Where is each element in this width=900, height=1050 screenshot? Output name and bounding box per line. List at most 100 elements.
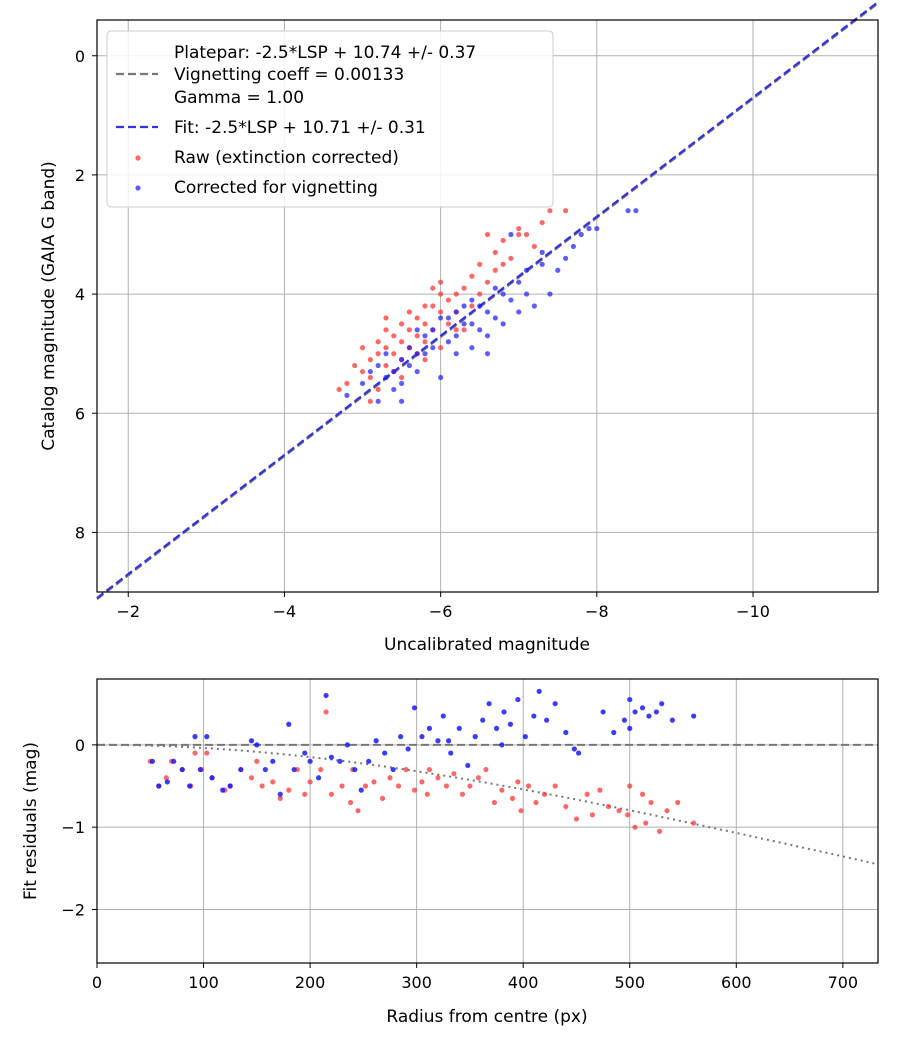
bottom-x-tick-label: 0 bbox=[92, 973, 102, 992]
corrected-point bbox=[500, 291, 506, 297]
raw-point bbox=[508, 255, 514, 261]
corrected-point bbox=[375, 362, 381, 369]
corrected-residual-point bbox=[507, 721, 514, 727]
corrected-point bbox=[578, 231, 584, 238]
corrected-residual-point bbox=[411, 705, 418, 711]
legend: Platepar: -2.5*LSP + 10.74 +/- 0.37 Vign… bbox=[106, 30, 554, 208]
corrected-point bbox=[398, 357, 405, 363]
bottom-points bbox=[147, 688, 697, 834]
corrected-residual-point bbox=[286, 721, 292, 727]
raw-residual-point bbox=[499, 787, 505, 793]
raw-residual-point bbox=[584, 791, 590, 797]
raw-residual-point bbox=[648, 799, 654, 806]
corrected-point bbox=[539, 249, 545, 255]
corrected-point bbox=[477, 303, 483, 309]
raw-residual-point bbox=[387, 775, 393, 781]
corrected-residual-point bbox=[344, 742, 350, 748]
raw-residual-point bbox=[643, 820, 649, 826]
corrected-point bbox=[383, 351, 389, 357]
corrected-residual-point bbox=[659, 701, 665, 707]
corrected-point bbox=[492, 285, 498, 291]
raw-point bbox=[414, 315, 420, 321]
top-y-axis-label: Catalog magnitude (GAIA G band) bbox=[39, 161, 59, 451]
vignetting-model-curve bbox=[97, 743, 876, 865]
corrected-residual-point bbox=[536, 688, 542, 694]
raw-residual-point bbox=[656, 828, 663, 834]
raw-residual-point bbox=[563, 803, 569, 810]
corrected-point bbox=[461, 321, 467, 327]
corrected-residual-point bbox=[563, 729, 569, 736]
corrected-residual-point bbox=[465, 762, 471, 769]
bottom-y-axis-label: Fit residuals (mag) bbox=[21, 742, 41, 900]
raw-residual-point bbox=[459, 791, 466, 797]
raw-point bbox=[516, 231, 522, 238]
raw-point bbox=[445, 297, 452, 303]
raw-point bbox=[461, 327, 467, 333]
corrected-point bbox=[563, 255, 569, 261]
corrected-point bbox=[469, 297, 475, 303]
corrected-point bbox=[555, 267, 561, 273]
corrected-point bbox=[500, 321, 506, 327]
raw-residual-point bbox=[552, 783, 558, 789]
raw-point bbox=[484, 231, 491, 238]
raw-point bbox=[438, 279, 444, 285]
corrected-residual-point bbox=[571, 746, 577, 752]
corrected-residual-point bbox=[204, 734, 210, 740]
corrected-residual-point bbox=[522, 734, 528, 740]
legend-gamma-label: Gamma = 1.00 bbox=[174, 88, 304, 108]
raw-point bbox=[469, 303, 475, 309]
bottom-axes-frame bbox=[96, 678, 879, 964]
raw-residual-point bbox=[424, 791, 430, 797]
corrected-residual-point bbox=[164, 779, 170, 785]
top-y-tick-label: 8 bbox=[75, 523, 85, 542]
corrected-residual-point bbox=[156, 783, 162, 789]
corrected-residual-point bbox=[192, 734, 198, 740]
bottom-x-tick-label: 500 bbox=[614, 973, 645, 992]
corrected-residual-point bbox=[254, 742, 260, 748]
raw-point bbox=[391, 351, 397, 357]
raw-point bbox=[438, 345, 444, 351]
raw-point bbox=[375, 386, 381, 393]
raw-point bbox=[445, 321, 452, 327]
bottom-x-tick-label: 400 bbox=[508, 973, 539, 992]
corrected-residual-point bbox=[352, 766, 358, 773]
corrected-point bbox=[516, 309, 522, 315]
raw-point bbox=[359, 345, 366, 351]
corrected-residual-point bbox=[646, 713, 652, 719]
raw-point bbox=[500, 237, 506, 244]
fit-line bbox=[96, 1, 879, 599]
corrected-point bbox=[477, 327, 483, 333]
raw-residual-point bbox=[451, 771, 457, 777]
corrected-point bbox=[445, 315, 452, 321]
raw-point bbox=[531, 243, 537, 250]
raw-point bbox=[422, 339, 428, 345]
raw-residual-point bbox=[163, 775, 169, 781]
raw-point bbox=[375, 351, 381, 357]
corrected-residual-point bbox=[515, 696, 521, 703]
corrected-residual-point bbox=[323, 692, 329, 699]
corrected-residual-point bbox=[337, 758, 343, 764]
raw-residual-point bbox=[426, 766, 433, 773]
corrected-point bbox=[586, 225, 592, 232]
raw-residual-point bbox=[589, 812, 596, 818]
corrected-residual-point bbox=[227, 783, 233, 789]
corrected-point bbox=[406, 345, 412, 351]
corrected-point bbox=[523, 267, 530, 273]
corrected-point bbox=[414, 327, 420, 333]
raw-point bbox=[516, 225, 522, 232]
raw-residual-point bbox=[597, 787, 603, 793]
raw-residual-point bbox=[691, 820, 697, 826]
top-x-tick-label: −4 bbox=[273, 602, 297, 621]
corrected-residual-point bbox=[472, 734, 478, 740]
corrected-residual-point bbox=[480, 717, 486, 723]
raw-point bbox=[422, 303, 428, 309]
bottom-x-tick-label: 600 bbox=[721, 973, 752, 992]
raw-residual-point bbox=[362, 783, 369, 789]
raw-residual-point bbox=[323, 709, 329, 715]
corrected-residual-point bbox=[493, 725, 500, 731]
corrected-residual-point bbox=[382, 750, 388, 756]
corrected-point bbox=[469, 345, 475, 351]
bottom-y-tick-label: −2 bbox=[61, 900, 85, 919]
raw-residual-point bbox=[328, 791, 335, 797]
corrected-residual-point bbox=[448, 750, 454, 756]
